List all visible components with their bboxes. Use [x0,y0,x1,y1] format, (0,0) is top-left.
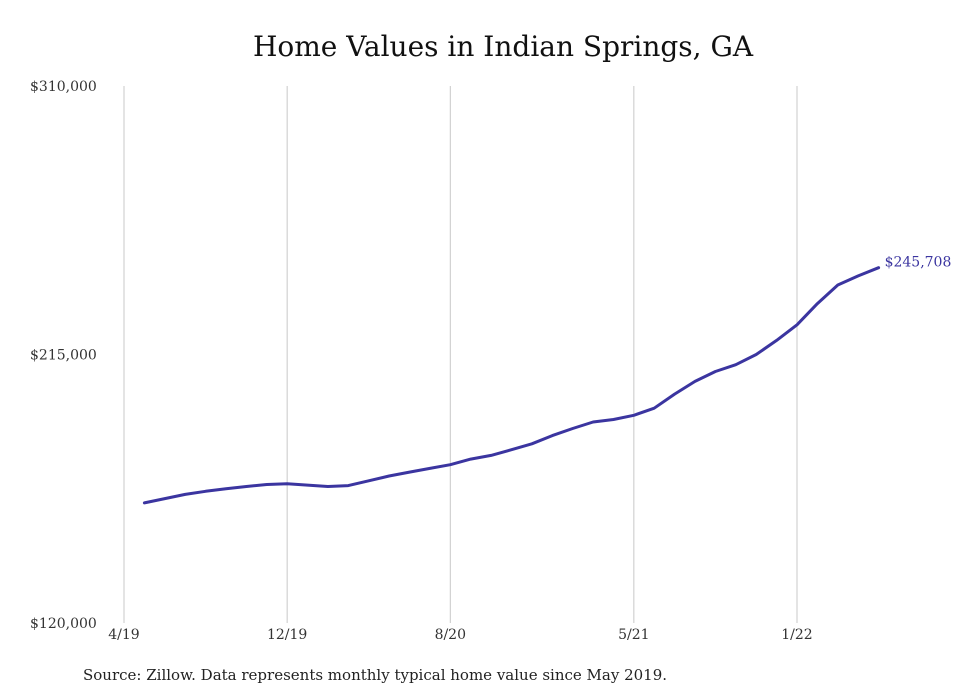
chart-title: Home Values in Indian Springs, GA [252,30,754,63]
source-note: Source: Zillow. Data represents monthly … [83,666,668,684]
y-tick-label: $120,000 [30,616,97,632]
x-tick-label: 12/19 [267,627,307,643]
y-axis-ticks: $120,000 $215,000 $310,000 [30,79,97,632]
x-tick-label: 1/22 [781,627,812,643]
gridlines [123,86,798,623]
x-tick-label: 8/20 [435,627,466,643]
x-tick-label: 5/21 [618,627,649,643]
data-labels: $245,708 [885,255,952,271]
x-tick-label: 4/19 [108,627,139,643]
series-layer [142,266,881,505]
series-line [142,266,881,505]
y-tick-label: $215,000 [30,348,97,364]
x-axis-ticks: 4/19 12/19 8/20 5/21 1/22 [108,627,812,643]
y-tick-label: $310,000 [30,79,97,95]
end-value-label: $245,708 [885,255,952,271]
